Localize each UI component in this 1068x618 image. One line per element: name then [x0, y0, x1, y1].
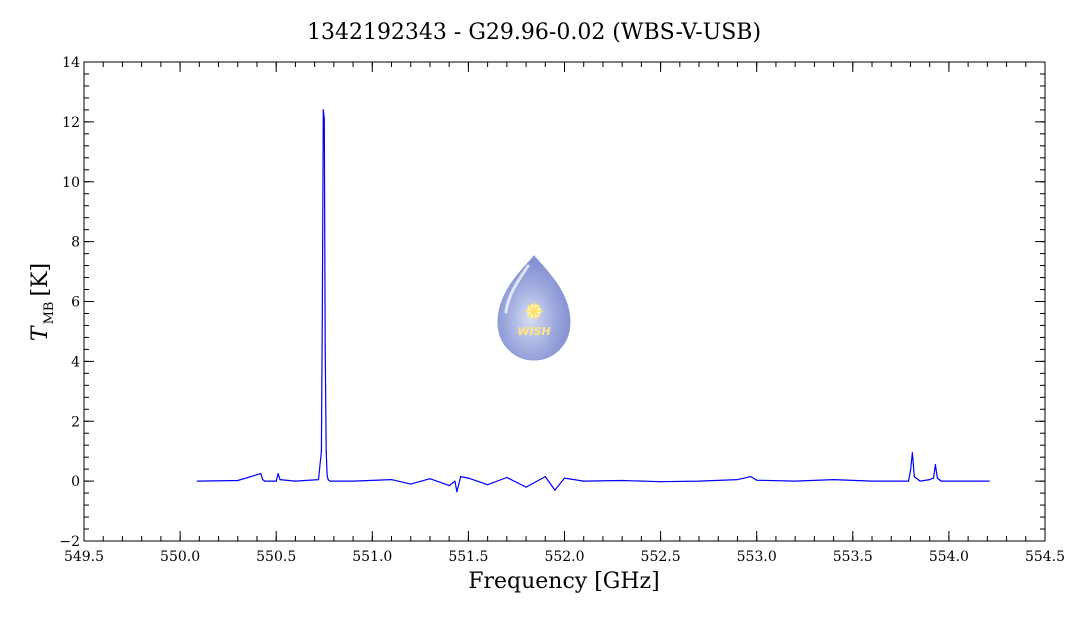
data-point: [660, 481, 662, 483]
star-icon: [525, 302, 543, 320]
data-point: [736, 479, 739, 481]
data-point: [317, 479, 320, 481]
data-point: [264, 480, 266, 482]
data-point: [911, 452, 913, 454]
data-point: [909, 470, 912, 472]
data-point: [525, 486, 527, 488]
data-point: [919, 480, 921, 482]
data-point: [325, 450, 327, 452]
y-axis-label: TMB [K]: [28, 263, 57, 341]
data-point: [506, 476, 508, 479]
data-point: [988, 480, 990, 482]
data-point: [932, 477, 935, 479]
data-point: [327, 479, 329, 481]
x-tick-label: 553.5: [833, 549, 873, 565]
data-point: [487, 484, 489, 486]
data-point: [237, 479, 239, 482]
data-point: [929, 479, 931, 481]
data-point: [934, 464, 937, 466]
x-axis-label: Frequency [GHz]: [468, 569, 660, 594]
data-point: [554, 489, 556, 491]
data-point: [936, 477, 938, 479]
x-tick-labels: 549.5 550.0 550.5 551.0 551.5 552.0 552.5 553.0…: [64, 549, 1065, 565]
y-tick-label: 10: [62, 175, 80, 191]
data-point: [621, 479, 623, 482]
y-tick-label: 12: [62, 115, 80, 131]
y-tick-label: −2: [59, 534, 80, 550]
data-point: [352, 480, 354, 482]
data-point: [940, 480, 942, 482]
y-tick-label: 6: [71, 295, 80, 311]
data-point: [262, 479, 264, 481]
y-tick-label: 8: [71, 235, 80, 251]
data-point: [323, 118, 325, 120]
series-group: [196, 109, 990, 493]
y-tick-label: 0: [71, 474, 80, 490]
major-ticks: [83, 61, 1046, 542]
data-point: [832, 479, 835, 481]
x-tick-label: 551.0: [352, 549, 392, 565]
data-point: [794, 480, 796, 482]
data-point: [324, 345, 326, 348]
data-point: [756, 479, 758, 481]
data-point: [196, 480, 198, 482]
data-point: [322, 109, 324, 111]
x-tick-label: 552.5: [641, 549, 681, 565]
data-point: [294, 480, 297, 482]
data-point: [583, 480, 585, 482]
data-point: [913, 476, 915, 478]
data-point: [279, 479, 281, 481]
y-axis-label-unit: [K]: [28, 263, 53, 297]
x-tick-label: 549.5: [64, 549, 104, 565]
spectrum-line: [197, 109, 990, 493]
x-tick-label: 551.5: [448, 549, 488, 565]
x-tick-label: 553.0: [737, 549, 777, 565]
data-point: [260, 473, 262, 475]
data-point: [750, 476, 752, 478]
logo-text: WISH: [517, 325, 550, 338]
data-point: [544, 476, 546, 478]
data-point: [429, 478, 431, 480]
data-point: [275, 480, 277, 482]
chart-title: 1342192343 - G29.96-0.02 (WBS-V-USB): [307, 20, 761, 45]
wish-logo: WISH: [497, 255, 571, 361]
y-tick-label: 4: [71, 354, 80, 370]
data-point: [456, 491, 458, 493]
data-point: [967, 480, 969, 482]
data-point: [563, 477, 566, 479]
y-tick-label: 14: [62, 55, 80, 71]
data-point: [390, 479, 393, 481]
y-tick-labels: −2 0 2 4 6 8 10 12 14: [59, 55, 80, 550]
data-point: [467, 477, 469, 479]
y-tick-label: 2: [71, 414, 80, 430]
data-point: [448, 485, 450, 487]
y-axis-label-subscript: MB: [42, 302, 57, 325]
x-tick-label: 554.0: [929, 549, 969, 565]
data-point: [321, 315, 323, 318]
data-point: [907, 480, 910, 482]
x-tick-label: 550.5: [256, 549, 296, 565]
data-point: [871, 480, 873, 482]
data-point: [454, 480, 456, 482]
data-point: [320, 450, 322, 452]
data-point: [410, 483, 412, 485]
x-tick-label: 554.5: [1025, 549, 1065, 565]
data-point: [329, 480, 331, 482]
x-tick-label: 552.0: [544, 549, 584, 565]
data-point: [277, 473, 279, 475]
y-axis-label-main: T: [28, 324, 53, 341]
data-point: [460, 476, 462, 478]
data-point: [698, 480, 700, 482]
x-tick-label: 550.0: [160, 549, 200, 565]
data-point: [326, 474, 328, 476]
